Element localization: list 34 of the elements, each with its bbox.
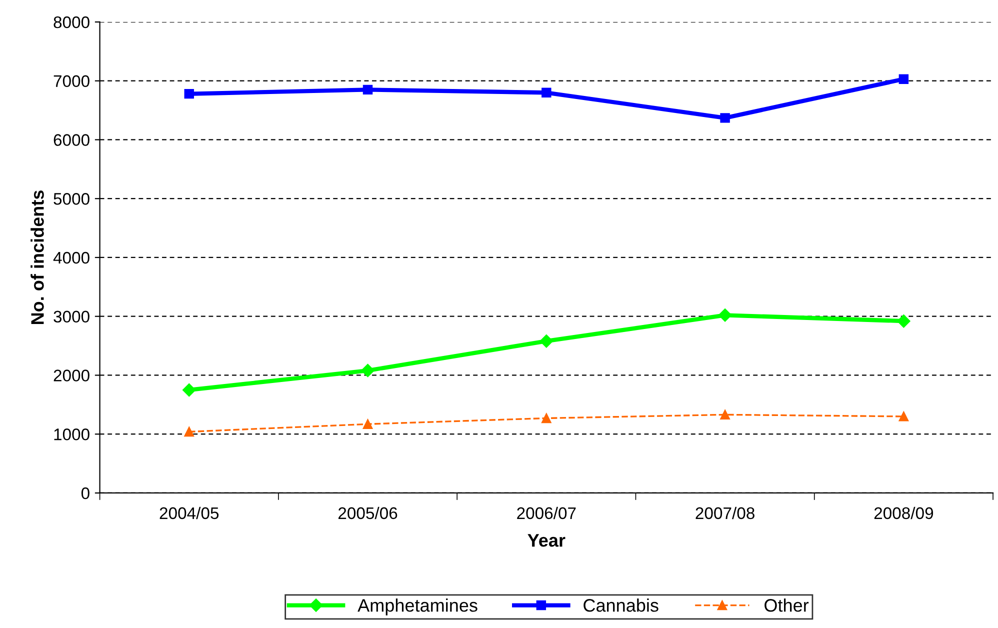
point: [182, 383, 196, 397]
point: [184, 426, 194, 437]
x-tick-label: 2007/08: [696, 506, 754, 520]
y-tick-label: 4000: [53, 252, 90, 264]
y-tick-label: 1000: [54, 428, 90, 440]
x-tick-label: 2008/09: [874, 506, 934, 520]
y-axis-title: No. of incidents: [30, 190, 44, 324]
y-tick-label: 0: [81, 487, 90, 500]
legend-label: Amphetamines: [358, 598, 478, 616]
y-tick-label: 7000: [54, 75, 90, 88]
y-tick-label: 8000: [54, 16, 90, 28]
y-tick-label: 3000: [54, 310, 90, 323]
point: [362, 419, 373, 429]
point: [898, 74, 909, 84]
point: [542, 413, 552, 424]
y-tick-label: 6000: [54, 134, 90, 146]
x-tick-label: 2004/05: [160, 506, 219, 520]
x-tick-label: 2005/06: [338, 506, 398, 520]
point: [898, 412, 909, 422]
point: [362, 84, 373, 95]
point: [897, 314, 910, 328]
x-tick-label: 2006/07: [517, 506, 576, 520]
point: [361, 364, 374, 378]
point: [720, 410, 730, 420]
point: [542, 88, 552, 98]
legend-label: Cannabis: [584, 598, 658, 612]
point: [718, 308, 732, 322]
point: [540, 334, 553, 348]
legend-label: Other: [764, 598, 809, 612]
x-axis-title: Year: [528, 534, 566, 547]
point: [184, 88, 194, 99]
point: [720, 113, 730, 123]
y-tick-label: 5000: [54, 193, 90, 205]
y-tick-label: 2000: [54, 370, 90, 382]
